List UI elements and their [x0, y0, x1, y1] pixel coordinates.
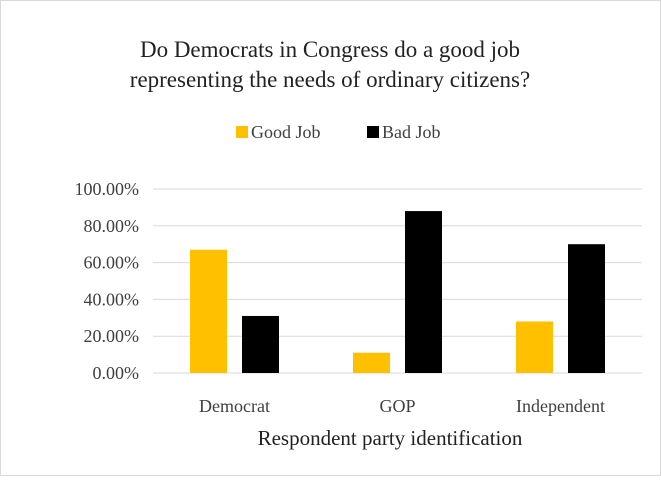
legend-swatch: [236, 126, 248, 138]
y-tick-label: 40.00%: [84, 289, 140, 309]
bar-good-job-gop: [353, 352, 390, 373]
bar-good-job-independent: [516, 321, 553, 373]
legend-label: Bad Job: [382, 122, 441, 142]
chart-title-line-2: representing the needs of ordinary citiz…: [130, 67, 530, 92]
y-tick-label: 80.00%: [84, 216, 140, 236]
x-category-label: GOP: [379, 396, 415, 416]
chart-title-line-1: Do Democrats in Congress do a good job: [140, 37, 520, 62]
gridlines: [153, 188, 642, 374]
bar-bad-job-gop: [405, 211, 442, 373]
bars: [190, 211, 605, 373]
legend-swatch: [367, 126, 379, 138]
legend: Good Job Bad Job: [236, 122, 441, 142]
y-tick-label: 0.00%: [93, 363, 140, 383]
x-category-label: Independent: [516, 396, 605, 416]
y-axis-ticks: 0.00% 20.00% 40.00% 60.00% 80.00% 100.00%: [75, 179, 140, 383]
bar-bad-job-independent: [568, 244, 605, 373]
y-tick-label: 100.00%: [75, 179, 140, 199]
y-tick-label: 20.00%: [84, 326, 140, 346]
x-axis-categories: Democrat GOP Independent: [199, 396, 605, 416]
bar-bad-job-democrat: [242, 315, 279, 373]
bar-good-job-democrat: [190, 249, 227, 373]
y-tick-label: 60.00%: [84, 253, 140, 273]
legend-label: Good Job: [251, 122, 321, 142]
x-axis-label: Respondent party identification: [258, 426, 523, 450]
x-category-label: Democrat: [199, 396, 270, 416]
